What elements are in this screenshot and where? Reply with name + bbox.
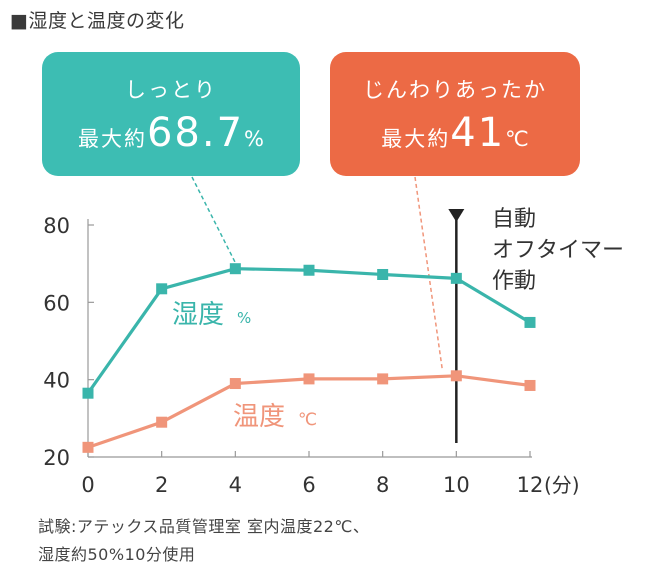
temperature-data-point — [524, 379, 536, 391]
humidity-data-point — [450, 272, 462, 284]
temperature-callout-caption: じんわりあったか — [363, 78, 547, 102]
humidity-data-point — [303, 264, 315, 276]
y-tick-label: 40 — [43, 369, 70, 393]
x-tick-label: 6 — [302, 473, 315, 497]
y-tick-label: 20 — [43, 446, 70, 470]
temperature-series-label: 温度 — [233, 402, 285, 432]
humidity-callout-unit: % — [244, 127, 265, 151]
humidity-series-unit: % — [237, 309, 251, 327]
auto-off-marker-icon — [448, 209, 465, 222]
temperature-callout-prefix: 最大約 — [381, 127, 451, 151]
x-tick-label: 4 — [229, 473, 242, 497]
humidity-data-point — [377, 268, 389, 280]
temperature-data-point — [303, 373, 315, 385]
test-note-line-1: 試験:アテックス品質管理室 室内温度22℃、 — [38, 517, 370, 536]
x-unit-label: (分) — [544, 473, 580, 497]
temperature-data-point — [156, 416, 168, 428]
humidity-data-point — [82, 387, 94, 399]
temperature-data-point — [450, 370, 462, 382]
humidity-series-label: 湿度 — [172, 300, 224, 330]
temperature-series-unit: ℃ — [298, 410, 317, 430]
temperature-callout-unit: ℃ — [505, 127, 529, 151]
temperature-data-point — [82, 441, 94, 453]
humidity-callout-prefix: 最大約 — [77, 127, 147, 151]
y-tick-label: 60 — [43, 291, 70, 315]
temperature-data-point — [377, 373, 389, 385]
x-tick-label: 8 — [376, 473, 389, 497]
auto-off-label-line-2: オフタイマー — [492, 238, 624, 263]
temperature-callout: じんわりあったか 最大約41℃ — [330, 52, 580, 176]
humidity-callout-value: 68.7 — [146, 110, 245, 156]
humidity-leader-line — [191, 176, 237, 264]
humidity-callout: しっとり 最大約68.7% — [42, 52, 300, 176]
y-tick-label: 80 — [43, 214, 70, 238]
temperature-callout-value: 41 — [450, 110, 506, 156]
chart-title: ■湿度と温度の変化 — [10, 10, 185, 32]
humidity-data-point — [229, 263, 241, 275]
x-tick-label: 0 — [81, 473, 94, 497]
humidity-data-point — [524, 316, 536, 328]
temperature-leader-line — [414, 176, 444, 370]
x-tick-label: 12 — [517, 473, 544, 497]
temperature-data-point — [229, 378, 241, 390]
humidity-callout-caption: しっとり — [125, 78, 217, 102]
auto-off-label-line-3: 作動 — [492, 269, 536, 294]
x-tick-label: 2 — [155, 473, 168, 497]
test-note-line-2: 湿度約50%10分使用 — [38, 545, 196, 564]
humidity-data-point — [156, 283, 168, 295]
auto-off-label-line-1: 自動 — [492, 207, 536, 232]
x-tick-label: 10 — [443, 473, 470, 497]
